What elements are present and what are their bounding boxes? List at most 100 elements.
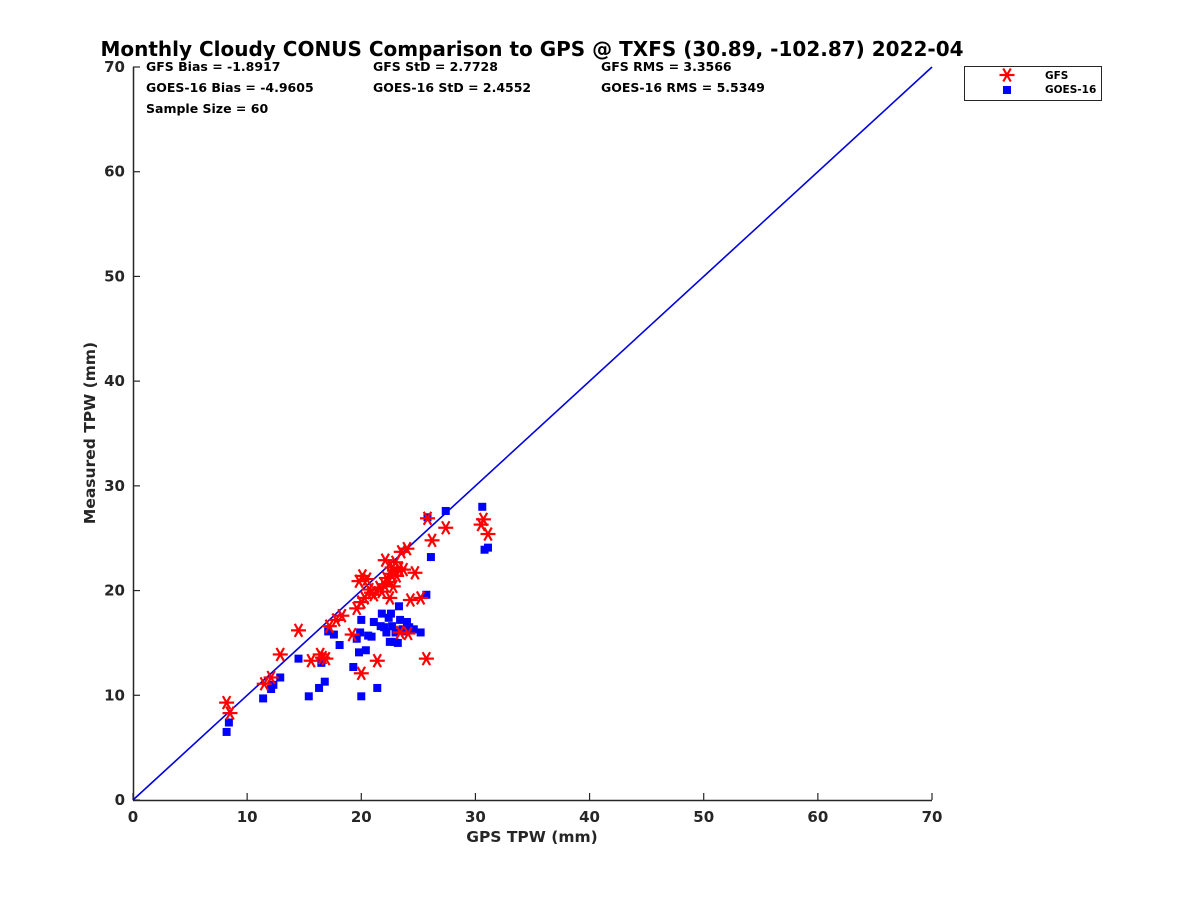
- gfs-point: [424, 533, 440, 548]
- gfs-point: [438, 520, 454, 535]
- goes16-point: [315, 683, 324, 692]
- goes16-bias-text: GOES-16 Bias = -4.9605: [146, 80, 314, 95]
- x-tick-label: 10: [237, 808, 258, 826]
- gfs-point: [321, 619, 337, 634]
- legend: GFS GOES-16: [964, 66, 1102, 101]
- gfs-point: [303, 653, 319, 668]
- gfs-point: [419, 511, 435, 526]
- goes16-point: [394, 602, 403, 611]
- goes16-point: [304, 692, 313, 701]
- legend-goes16-square: [1003, 86, 1011, 94]
- gfs-point: [389, 568, 405, 583]
- goes16-point: [356, 628, 365, 637]
- x-ticks: 0 10 20 30 40 50 60 70: [128, 793, 943, 826]
- statistics-annotations: GFS Bias = -1.8917 GFS StD = 2.7728 GFS …: [146, 59, 765, 116]
- goes16-point: [355, 648, 364, 657]
- goes16-point: [320, 677, 329, 686]
- legend-goes16-marker: [1003, 86, 1011, 94]
- goes16-series: [222, 502, 492, 736]
- gfs-point: [400, 626, 416, 641]
- gfs-point: [359, 572, 375, 587]
- goes16-point: [409, 625, 418, 634]
- goes16-point: [269, 680, 278, 689]
- gfs-point: [475, 512, 491, 527]
- goes16-point: [426, 553, 435, 562]
- legend-gfs-asterisk: [999, 67, 1015, 83]
- goes16-point: [483, 543, 492, 552]
- gfs-point: [402, 592, 418, 608]
- sample-size-text: Sample Size = 60: [146, 101, 268, 116]
- goes16-point: [388, 622, 397, 631]
- y-tick-label: 20: [104, 582, 125, 600]
- goes16-point: [349, 663, 358, 672]
- gfs-point: [385, 579, 401, 594]
- gfs-point: [222, 706, 238, 721]
- x-tick-label: 60: [807, 808, 828, 826]
- legend-gfs-marker: [999, 67, 1015, 83]
- gfs-point: [480, 526, 496, 542]
- chart-title: Monthly Cloudy CONUS Comparison to GPS @…: [100, 37, 963, 61]
- axes: [132, 67, 932, 802]
- gfs-point: [318, 651, 334, 666]
- goes16-point: [373, 683, 382, 692]
- gfs-bias-text: GFS Bias = -1.8917: [146, 59, 280, 74]
- legend-goes16-label: GOES-16: [1045, 84, 1096, 96]
- goes16-point: [405, 623, 414, 632]
- goes16-point: [361, 646, 370, 655]
- gfs-point: [263, 670, 279, 685]
- x-tick-label: 50: [693, 808, 714, 826]
- gfs-point: [291, 623, 307, 638]
- y-tick-label: 10: [104, 686, 125, 704]
- gfs-point: [334, 608, 350, 623]
- y-tick-label: 70: [104, 58, 125, 76]
- y-tick-label: 30: [104, 477, 125, 495]
- gfs-point: [369, 653, 385, 668]
- goes16-point: [396, 615, 405, 624]
- goes16-point: [478, 502, 487, 511]
- y-tick-label: 40: [104, 372, 125, 390]
- gfs-point: [413, 590, 429, 605]
- goes16-point: [317, 658, 326, 667]
- y-ticks: 0 10 20 30 40 50 60 70: [104, 58, 140, 809]
- goes16-point: [294, 654, 303, 663]
- gfs-point: [382, 590, 398, 605]
- goes16-point: [276, 673, 285, 682]
- y-tick-label: 50: [104, 267, 125, 285]
- gfs-point: [399, 541, 415, 556]
- gfs-std-text: GFS StD = 2.7728: [373, 59, 498, 74]
- x-tick-label: 0: [128, 808, 138, 826]
- gfs-point: [396, 562, 412, 577]
- gfs-point: [344, 627, 360, 642]
- goes16-point: [377, 609, 386, 618]
- goes16-point: [224, 718, 233, 727]
- x-tick-label: 20: [351, 808, 372, 826]
- gfs-point: [407, 565, 423, 580]
- gfs-point: [418, 651, 434, 666]
- y-tick-label: 0: [115, 791, 125, 809]
- gfs-point: [272, 647, 288, 662]
- goes16-point: [385, 637, 394, 646]
- goes16-point: [422, 590, 431, 599]
- gfs-point: [219, 695, 235, 710]
- legend-gfs-label: GFS: [1045, 70, 1068, 82]
- goes16-point: [267, 685, 276, 694]
- gfs-point: [353, 666, 369, 681]
- gfs-point: [377, 553, 393, 568]
- goes16-point: [357, 692, 366, 701]
- goes16-point: [402, 617, 411, 626]
- gfs-point: [256, 676, 272, 691]
- goes16-point: [386, 609, 395, 618]
- y-axis-label: Measured TPW (mm): [81, 342, 99, 524]
- goes16-std-text: GOES-16 StD = 2.4552: [373, 80, 531, 95]
- goes16-point: [416, 628, 425, 637]
- goes16-point: [441, 506, 450, 515]
- gfs-series: [219, 511, 496, 721]
- x-tick-label: 70: [922, 808, 943, 826]
- goes16-point: [369, 617, 378, 626]
- goes16-point: [380, 623, 389, 632]
- goes16-point: [222, 727, 231, 736]
- goes16-point: [352, 634, 361, 643]
